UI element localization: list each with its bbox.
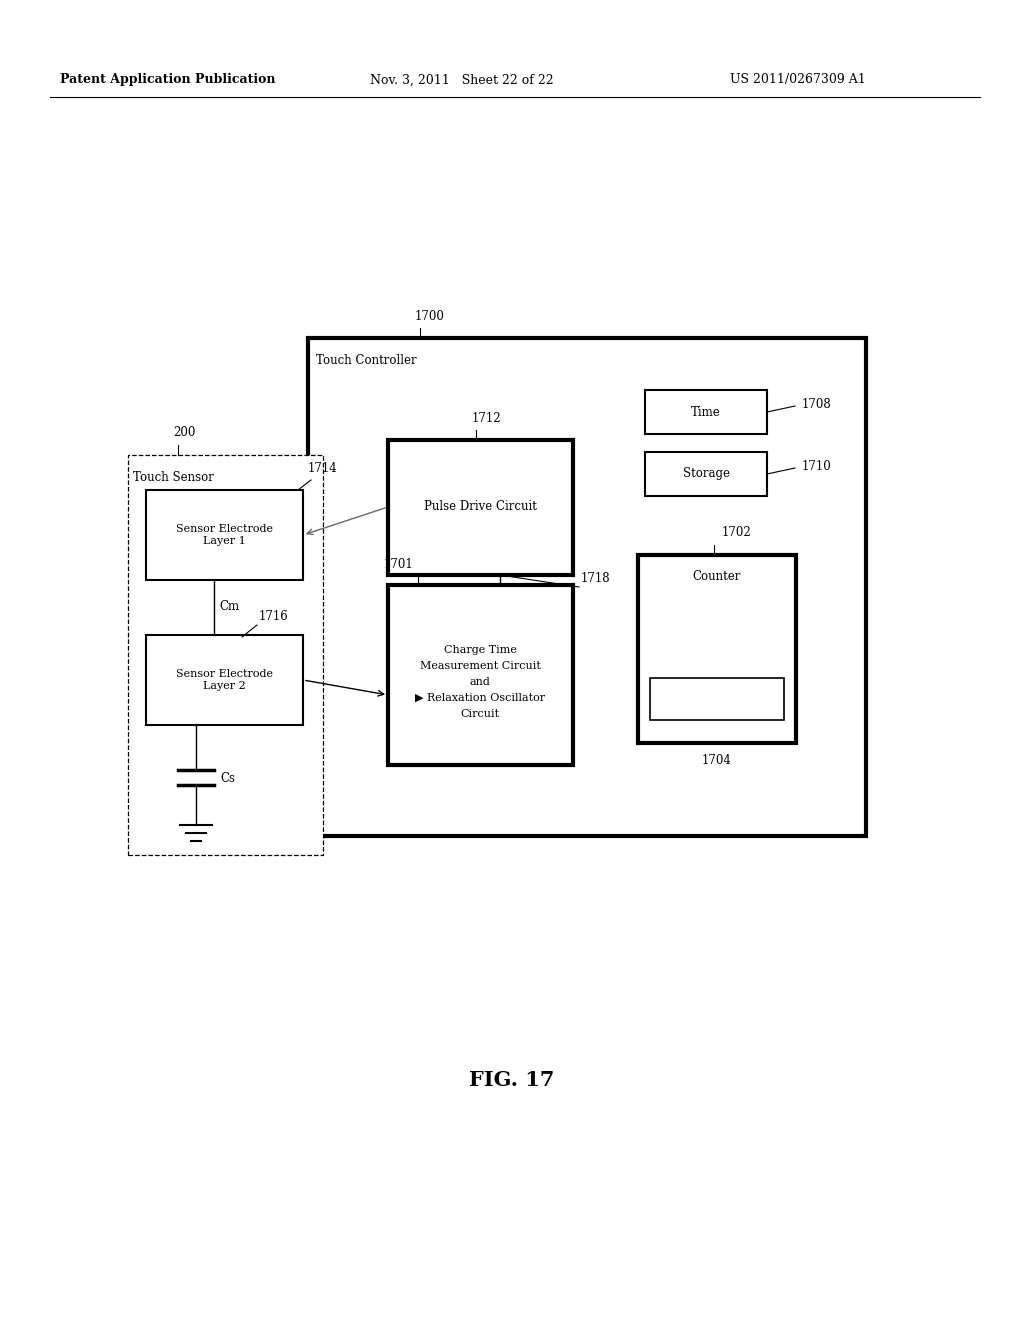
- Bar: [650, 678, 784, 719]
- Text: Cs: Cs: [220, 771, 234, 784]
- Text: US 2011/0267309 A1: US 2011/0267309 A1: [730, 74, 865, 87]
- Text: Measurement Circuit: Measurement Circuit: [420, 661, 541, 671]
- Bar: [128, 455, 323, 855]
- Text: Touch Controller: Touch Controller: [316, 354, 417, 367]
- Text: 1700: 1700: [415, 309, 444, 322]
- Text: Circuit: Circuit: [461, 709, 500, 719]
- Bar: [146, 490, 303, 579]
- Text: Storage: Storage: [683, 467, 729, 480]
- Bar: [645, 451, 767, 496]
- Text: Cm: Cm: [219, 601, 240, 614]
- Text: Touch Sensor: Touch Sensor: [133, 471, 214, 484]
- Bar: [388, 440, 573, 576]
- Text: Counter: Counter: [693, 570, 741, 583]
- Text: Time: Time: [691, 405, 721, 418]
- Text: FIG. 17: FIG. 17: [469, 1071, 555, 1090]
- Bar: [638, 554, 796, 743]
- Text: Patent Application Publication: Patent Application Publication: [60, 74, 275, 87]
- Bar: [388, 585, 573, 766]
- Text: Nov. 3, 2011   Sheet 22 of 22: Nov. 3, 2011 Sheet 22 of 22: [370, 74, 554, 87]
- Text: Sensor Electrode
Layer 1: Sensor Electrode Layer 1: [175, 524, 272, 545]
- Bar: [645, 389, 767, 434]
- Text: 1718: 1718: [581, 573, 610, 586]
- Text: Sensor Electrode
Layer 2: Sensor Electrode Layer 2: [175, 669, 272, 690]
- Text: 1708: 1708: [802, 397, 831, 411]
- Text: Pulse Drive Circuit: Pulse Drive Circuit: [424, 500, 537, 513]
- Text: and: and: [470, 677, 490, 686]
- Text: 1716: 1716: [259, 610, 289, 623]
- Text: 1714: 1714: [308, 462, 338, 474]
- Text: 1704: 1704: [702, 755, 732, 767]
- Text: 1712: 1712: [472, 412, 502, 425]
- Text: 200: 200: [173, 426, 196, 440]
- Text: 1701: 1701: [384, 558, 414, 572]
- Text: 1710: 1710: [802, 459, 831, 473]
- Bar: [146, 635, 303, 725]
- Text: ▶ Relaxation Oscillator: ▶ Relaxation Oscillator: [415, 693, 545, 704]
- Bar: [308, 338, 866, 836]
- Text: 1702: 1702: [722, 527, 752, 540]
- Text: Charge Time: Charge Time: [443, 645, 516, 655]
